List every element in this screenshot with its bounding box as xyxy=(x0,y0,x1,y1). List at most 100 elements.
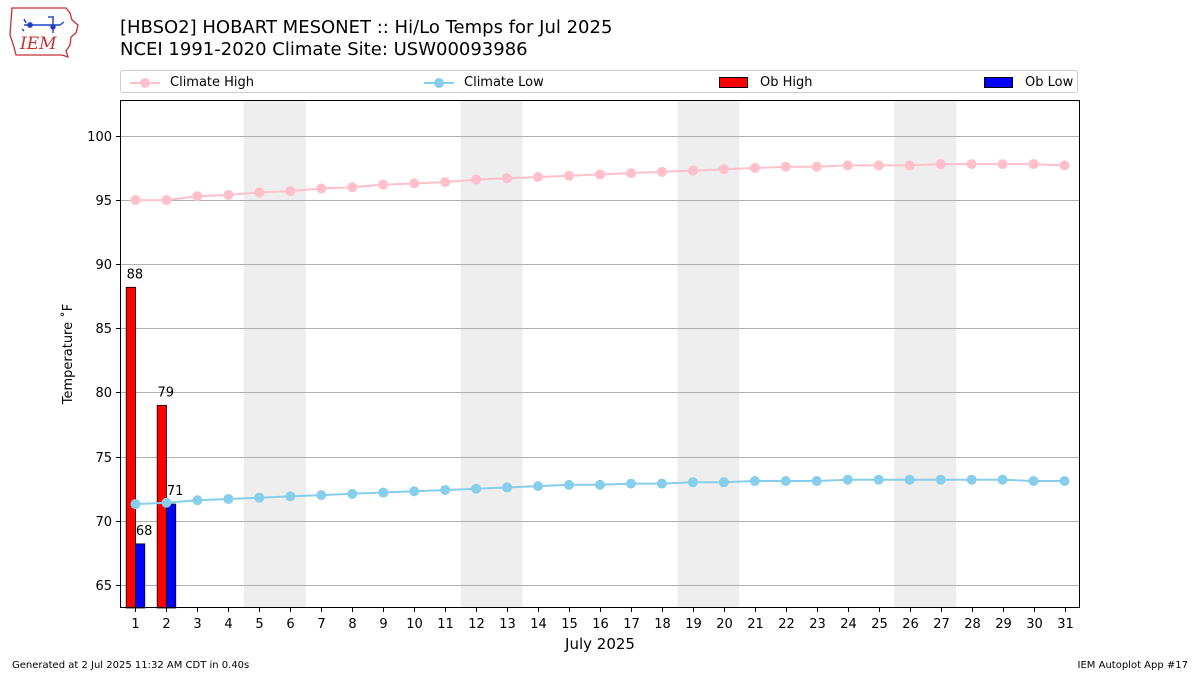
logo-text: IEM xyxy=(19,34,57,54)
climate-high-point xyxy=(161,195,172,206)
ob-low-bar xyxy=(166,503,177,609)
x-tick-label: 11 xyxy=(437,617,454,632)
legend-label: Ob Low xyxy=(1025,75,1074,90)
x-tick-label: 2 xyxy=(162,617,170,632)
weekend-band xyxy=(460,100,523,608)
climate-high-point xyxy=(718,164,729,175)
x-tick-label: 23 xyxy=(809,617,826,632)
y-axis-label: Temperature ˚F xyxy=(60,304,76,405)
x-tick-label: 25 xyxy=(871,617,888,632)
climate-low-point xyxy=(966,474,977,485)
climate-low-point xyxy=(440,484,451,495)
climate-low-point xyxy=(564,479,575,490)
legend-label: Climate Low xyxy=(464,75,544,90)
legend-item-ob-high: Ob High xyxy=(719,71,813,94)
ob-low-bar xyxy=(135,543,146,609)
ob-high-bar xyxy=(125,286,136,609)
plot-frame xyxy=(120,100,1080,608)
climate-high-point xyxy=(904,160,915,171)
climate-low-point xyxy=(780,476,791,486)
legend-label: Climate High xyxy=(170,75,255,90)
bar-labels: 88 79 68 71 xyxy=(127,267,184,539)
x-tick-label: 20 xyxy=(716,617,733,632)
x-tick-label: 17 xyxy=(623,617,640,632)
bars xyxy=(125,286,177,609)
y-tick-label: 80 xyxy=(95,386,112,401)
iem-logo: IEM xyxy=(9,7,79,59)
app-credit: IEM Autoplot App #17 xyxy=(1077,660,1188,671)
y-tick-label: 100 xyxy=(87,130,112,145)
climate-low-point xyxy=(1059,476,1070,486)
legend-label: Ob High xyxy=(760,75,813,90)
x-tick-label: 7 xyxy=(317,617,325,632)
x-tick-label: 27 xyxy=(933,617,950,632)
climate-low-point xyxy=(130,499,141,510)
climate-high-point xyxy=(378,179,389,190)
climate-low-point xyxy=(625,478,636,489)
x-tick-label: 5 xyxy=(255,617,263,632)
climate-low-point xyxy=(409,486,420,497)
x-tick-label: 24 xyxy=(840,617,857,632)
climate-high-point xyxy=(130,195,141,206)
line-marker-icon xyxy=(424,76,454,90)
y-tick-label: 75 xyxy=(95,451,112,466)
x-tick-label: 19 xyxy=(685,617,702,632)
climate-high-point xyxy=(223,189,234,200)
bar-swatch-icon xyxy=(984,77,1013,88)
climate-low-point xyxy=(223,493,234,504)
bar-swatch-icon xyxy=(719,77,748,88)
x-tick-label: 6 xyxy=(286,617,294,632)
generated-timestamp: Generated at 2 Jul 2025 11:32 AM CDT in … xyxy=(12,660,250,671)
climate-high-point xyxy=(966,159,977,170)
y-tick-label: 70 xyxy=(95,515,112,530)
chart-subtitle: NCEI 1991-2020 Climate Site: USW00093986 xyxy=(120,39,528,60)
x-tick-label: 30 xyxy=(1026,617,1043,632)
gridlines xyxy=(120,136,1080,586)
x-tick-label: 12 xyxy=(468,617,485,632)
x-tick-label: 4 xyxy=(224,617,232,632)
x-tick-label: 22 xyxy=(778,617,795,632)
climate-low-point xyxy=(749,476,760,486)
x-tick-label: 28 xyxy=(964,617,981,632)
climate-low-point xyxy=(935,474,946,485)
climate-high-point xyxy=(595,169,605,180)
climate-high-point xyxy=(1059,160,1070,171)
x-tick-label: 18 xyxy=(654,617,671,632)
climate-high-point xyxy=(192,191,203,202)
weekend-band xyxy=(894,100,957,608)
x-tick-label: 31 xyxy=(1057,617,1074,632)
climate-low-point xyxy=(533,481,544,492)
climate-high-point xyxy=(935,159,946,170)
legend-item-climate-low: Climate Low xyxy=(424,71,544,94)
bar-value-label: 88 xyxy=(127,267,144,282)
chart-title: [HBSO2] HOBART MESONET :: Hi/Lo Temps fo… xyxy=(120,17,613,38)
legend-item-climate-high: Climate High xyxy=(130,71,254,94)
climate-low-point xyxy=(718,477,729,488)
y-axis: 65 70 75 80 85 90 95 100 xyxy=(87,130,120,594)
weekend-band xyxy=(677,100,740,608)
climate-high-point xyxy=(811,161,822,172)
climate-low-point xyxy=(378,487,389,498)
climate-low-point xyxy=(656,478,667,489)
climate-low-point xyxy=(502,482,513,493)
x-tick-label: 16 xyxy=(592,617,609,632)
legend-item-ob-low: Ob Low xyxy=(984,71,1073,94)
climate-high-point xyxy=(625,168,636,179)
climate-high-point xyxy=(316,183,327,194)
bar-value-label: 68 xyxy=(136,524,153,539)
x-axis-label: July 2025 xyxy=(564,635,635,653)
climate-high-point xyxy=(1028,159,1039,170)
climate-low-point xyxy=(471,483,482,494)
climate-low-point xyxy=(1028,476,1039,486)
chart-legend: Climate High Climate Low Ob High Ob Low xyxy=(120,70,1078,93)
climate-low-point xyxy=(595,479,605,490)
x-tick-label: 26 xyxy=(902,617,919,632)
climate-high-point xyxy=(533,171,544,182)
climate-high-point xyxy=(471,174,482,185)
climate-low-point xyxy=(316,490,327,501)
climate-high-point xyxy=(347,182,358,193)
climate-low-point xyxy=(254,492,265,503)
climate-high-point xyxy=(997,159,1008,170)
climate-high-point xyxy=(656,166,667,177)
